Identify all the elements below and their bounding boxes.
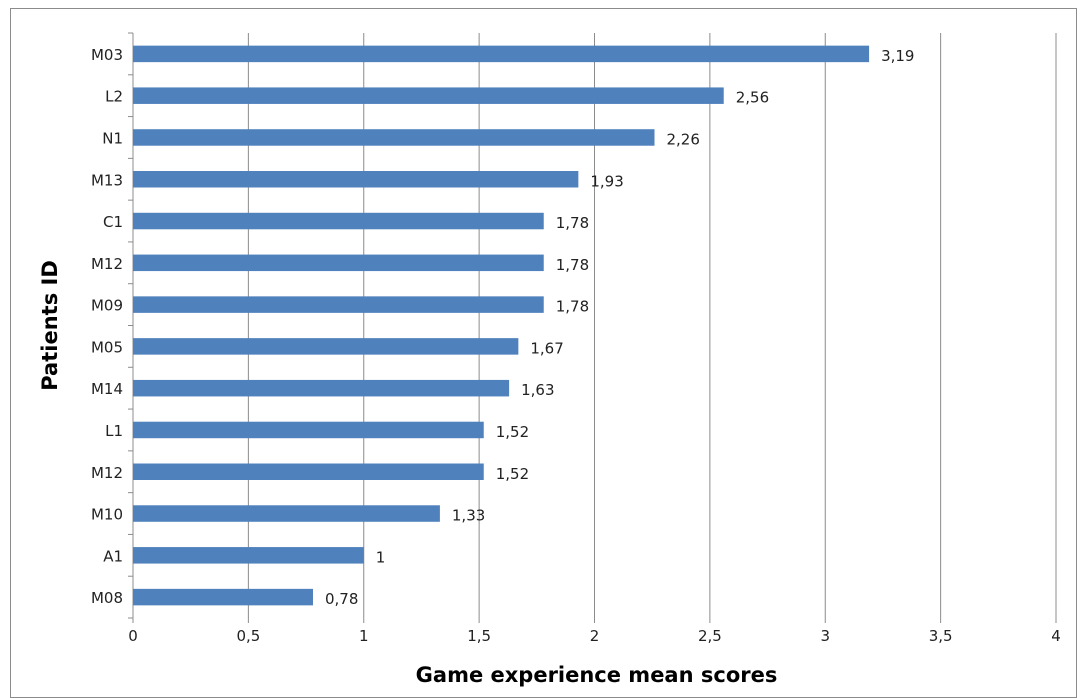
bar xyxy=(133,463,484,480)
data-label: 1,52 xyxy=(496,423,529,441)
category-label: A1 xyxy=(103,547,123,565)
x-tick-label: 2 xyxy=(590,627,600,645)
bar xyxy=(133,379,510,397)
category-label: L2 xyxy=(105,88,123,106)
x-tick-label: 1,5 xyxy=(467,627,491,645)
bar xyxy=(133,129,655,146)
category-label: N1 xyxy=(102,129,123,147)
bar xyxy=(133,171,579,188)
x-tick-label: 1 xyxy=(359,627,369,645)
data-label: 1,63 xyxy=(521,381,554,399)
bar xyxy=(133,505,440,522)
category-label: M08 xyxy=(91,589,123,607)
category-label: M14 xyxy=(91,380,123,398)
bar xyxy=(133,212,544,230)
x-tick-label: 2,5 xyxy=(698,627,722,645)
data-label: 1,52 xyxy=(496,465,529,483)
data-label: 3,19 xyxy=(881,47,914,65)
bar xyxy=(133,87,724,104)
data-label: 1,78 xyxy=(556,298,589,316)
x-tick-label: 0,5 xyxy=(236,627,260,645)
category-label: M09 xyxy=(91,297,123,315)
data-label: 1,78 xyxy=(556,256,589,274)
data-label: 0,78 xyxy=(325,590,358,608)
category-label: L1 xyxy=(105,422,123,440)
data-label: 1,93 xyxy=(590,172,623,190)
data-label: 2,26 xyxy=(666,130,699,148)
bar xyxy=(133,421,484,439)
category-label: M12 xyxy=(91,255,123,273)
x-tick-label: 4 xyxy=(1051,627,1061,645)
bar xyxy=(133,45,870,63)
y-axis-title: Patients ID xyxy=(38,260,62,391)
bar xyxy=(133,296,544,313)
bar xyxy=(133,547,364,564)
category-label: M13 xyxy=(91,171,123,189)
data-label: 1,78 xyxy=(556,214,589,232)
bar xyxy=(133,254,544,272)
x-axis-title: Game experience mean scores xyxy=(416,663,778,687)
category-label: M03 xyxy=(91,46,123,64)
x-tick-label: 3,5 xyxy=(929,627,953,645)
data-label: 1 xyxy=(376,548,386,566)
category-label: C1 xyxy=(103,213,123,231)
data-label: 2,56 xyxy=(736,89,769,107)
grid-lines xyxy=(128,32,1057,623)
bar xyxy=(133,338,519,355)
data-label: 1,67 xyxy=(530,339,563,357)
x-tick-label: 3 xyxy=(820,627,830,645)
bar xyxy=(133,588,313,606)
category-label: M10 xyxy=(91,506,123,524)
data-label: 1,33 xyxy=(452,507,485,525)
x-tick-label: 0 xyxy=(128,627,138,645)
category-label: M12 xyxy=(91,464,123,482)
category-label: M05 xyxy=(91,338,123,356)
bars xyxy=(133,45,870,606)
